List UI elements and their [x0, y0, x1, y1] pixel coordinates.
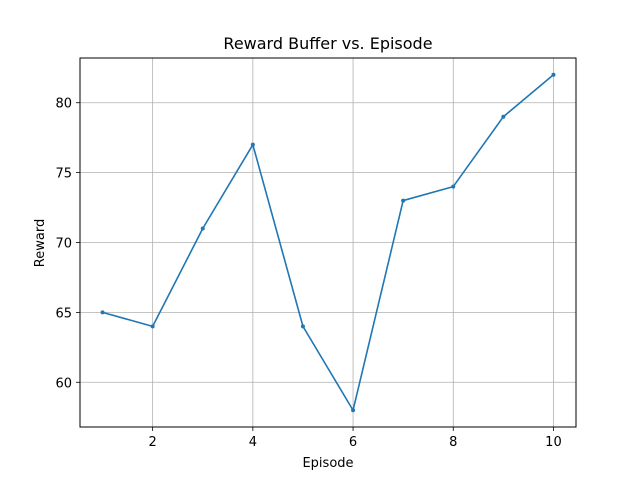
data-point: [451, 184, 456, 189]
chart-title: Reward Buffer vs. Episode: [223, 34, 432, 53]
x-axis-label: Episode: [302, 456, 353, 471]
x-tick-label: 4: [249, 435, 257, 450]
y-tick-label: 75: [55, 167, 72, 182]
grid: [80, 58, 576, 427]
data-point: [100, 310, 105, 315]
data-point: [551, 72, 556, 77]
ticks: 2 4 6 8 10 60 65 70 75 80: [55, 97, 561, 450]
y-tick-label: 80: [55, 97, 72, 112]
data-point: [150, 324, 155, 329]
y-axis-label: Reward: [33, 219, 48, 267]
data-point: [501, 114, 506, 119]
y-tick-label: 70: [55, 237, 72, 252]
x-tick-label: 10: [545, 435, 562, 450]
x-tick-label: 6: [349, 435, 357, 450]
data-point: [200, 226, 205, 231]
x-tick-label: 8: [449, 435, 457, 450]
y-tick-label: 60: [55, 376, 72, 391]
data-point: [300, 324, 305, 329]
x-tick-label: 2: [149, 435, 157, 450]
series-line: [102, 74, 554, 412]
series-layer: [100, 72, 556, 413]
data-point: [351, 408, 356, 413]
data-point: [250, 142, 255, 147]
y-tick-label: 65: [55, 306, 72, 321]
data-point: [401, 198, 406, 203]
